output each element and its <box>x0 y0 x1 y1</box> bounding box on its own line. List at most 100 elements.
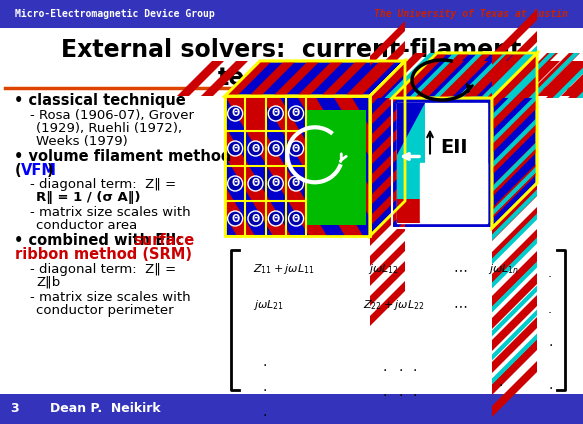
Polygon shape <box>492 273 537 329</box>
Text: $L_{ii}$: $L_{ii}$ <box>250 107 261 120</box>
Text: .: . <box>413 360 417 374</box>
Text: .: . <box>263 380 268 394</box>
Polygon shape <box>492 75 537 131</box>
Text: Θ: Θ <box>251 179 259 189</box>
Polygon shape <box>370 261 405 306</box>
Text: Θ: Θ <box>231 109 239 118</box>
Polygon shape <box>492 53 537 109</box>
Polygon shape <box>370 121 405 166</box>
Polygon shape <box>513 61 560 96</box>
Text: .: . <box>548 303 552 316</box>
Polygon shape <box>492 295 537 351</box>
Polygon shape <box>492 45 537 97</box>
Polygon shape <box>370 181 405 226</box>
Circle shape <box>289 176 304 191</box>
Bar <box>295 394 583 424</box>
Polygon shape <box>370 141 405 186</box>
Polygon shape <box>345 61 392 96</box>
Text: Θ: Θ <box>272 214 280 223</box>
Bar <box>0 0 583 28</box>
Polygon shape <box>45 96 147 236</box>
Bar <box>0 394 583 424</box>
Polygon shape <box>409 53 459 98</box>
Text: 3: 3 <box>10 402 19 416</box>
Text: • volume filament method: • volume filament method <box>14 149 231 164</box>
Polygon shape <box>480 53 536 98</box>
Polygon shape <box>492 251 537 307</box>
Text: Θ: Θ <box>231 143 239 153</box>
Polygon shape <box>370 281 405 326</box>
Text: ): ) <box>47 163 54 178</box>
Polygon shape <box>392 53 448 98</box>
Polygon shape <box>397 103 425 155</box>
Text: Θ: Θ <box>231 179 239 189</box>
Polygon shape <box>273 61 320 96</box>
Polygon shape <box>492 214 537 265</box>
Circle shape <box>289 141 304 156</box>
Polygon shape <box>117 96 219 236</box>
Text: Z‖b: Z‖b <box>36 276 60 289</box>
Polygon shape <box>502 53 558 98</box>
Text: - diagonal term:  Z‖ =: - diagonal term: Z‖ = <box>30 263 176 276</box>
Text: .: . <box>263 405 268 419</box>
Polygon shape <box>393 61 440 96</box>
Polygon shape <box>441 96 543 236</box>
Text: External solvers:  current-filament
techniques: External solvers: current-filament techn… <box>61 38 521 90</box>
Text: .: . <box>263 355 268 369</box>
Text: The University of Texas at Austin: The University of Texas at Austin <box>374 9 568 19</box>
Circle shape <box>248 176 263 191</box>
Text: surface: surface <box>133 233 194 248</box>
Bar <box>225 96 370 236</box>
Text: .: . <box>398 360 402 374</box>
Polygon shape <box>492 9 537 65</box>
Bar <box>0 394 295 424</box>
Polygon shape <box>492 70 537 120</box>
Text: VFM: VFM <box>21 163 57 178</box>
Polygon shape <box>568 53 583 98</box>
Polygon shape <box>489 61 536 96</box>
Polygon shape <box>492 185 537 241</box>
Polygon shape <box>297 96 399 236</box>
Text: Θ: Θ <box>231 214 239 223</box>
Text: Θ: Θ <box>292 179 300 189</box>
Bar <box>392 98 492 228</box>
Polygon shape <box>492 262 537 312</box>
Text: Θ: Θ <box>251 143 259 153</box>
Text: EII: EII <box>440 138 468 157</box>
Text: - matrix size scales with: - matrix size scales with <box>30 291 191 304</box>
Polygon shape <box>465 61 512 96</box>
Polygon shape <box>392 53 537 98</box>
Polygon shape <box>553 53 583 98</box>
Text: - matrix size scales with: - matrix size scales with <box>30 206 191 219</box>
Text: $j\omega L_{1n}$: $j\omega L_{1n}$ <box>488 262 519 276</box>
Text: (: ( <box>15 163 22 178</box>
Polygon shape <box>492 163 537 219</box>
Polygon shape <box>414 53 470 98</box>
Polygon shape <box>225 61 405 96</box>
Polygon shape <box>477 96 579 236</box>
Bar <box>225 96 370 236</box>
Polygon shape <box>480 53 532 98</box>
Text: • combined with EII:: • combined with EII: <box>14 233 187 248</box>
Polygon shape <box>370 241 405 286</box>
Polygon shape <box>405 96 507 236</box>
Text: $j\omega L_{12}$: $j\omega L_{12}$ <box>368 262 399 276</box>
Polygon shape <box>492 207 537 263</box>
Polygon shape <box>369 96 471 236</box>
Polygon shape <box>321 61 368 96</box>
Polygon shape <box>81 96 183 236</box>
Text: - diagonal term:  Z‖ =: - diagonal term: Z‖ = <box>30 178 176 191</box>
Text: Θ: Θ <box>292 214 300 223</box>
Circle shape <box>248 211 263 226</box>
Circle shape <box>268 106 283 121</box>
Polygon shape <box>456 53 507 98</box>
Polygon shape <box>261 96 363 236</box>
Bar <box>397 103 487 223</box>
Polygon shape <box>370 221 405 266</box>
Circle shape <box>268 141 283 156</box>
Text: .: . <box>398 385 402 399</box>
Polygon shape <box>417 61 464 96</box>
Text: conductor perimeter: conductor perimeter <box>36 304 174 317</box>
Text: $Z_{22}+j\omega L_{22}$: $Z_{22}+j\omega L_{22}$ <box>363 298 424 312</box>
Text: Θ: Θ <box>272 143 280 153</box>
